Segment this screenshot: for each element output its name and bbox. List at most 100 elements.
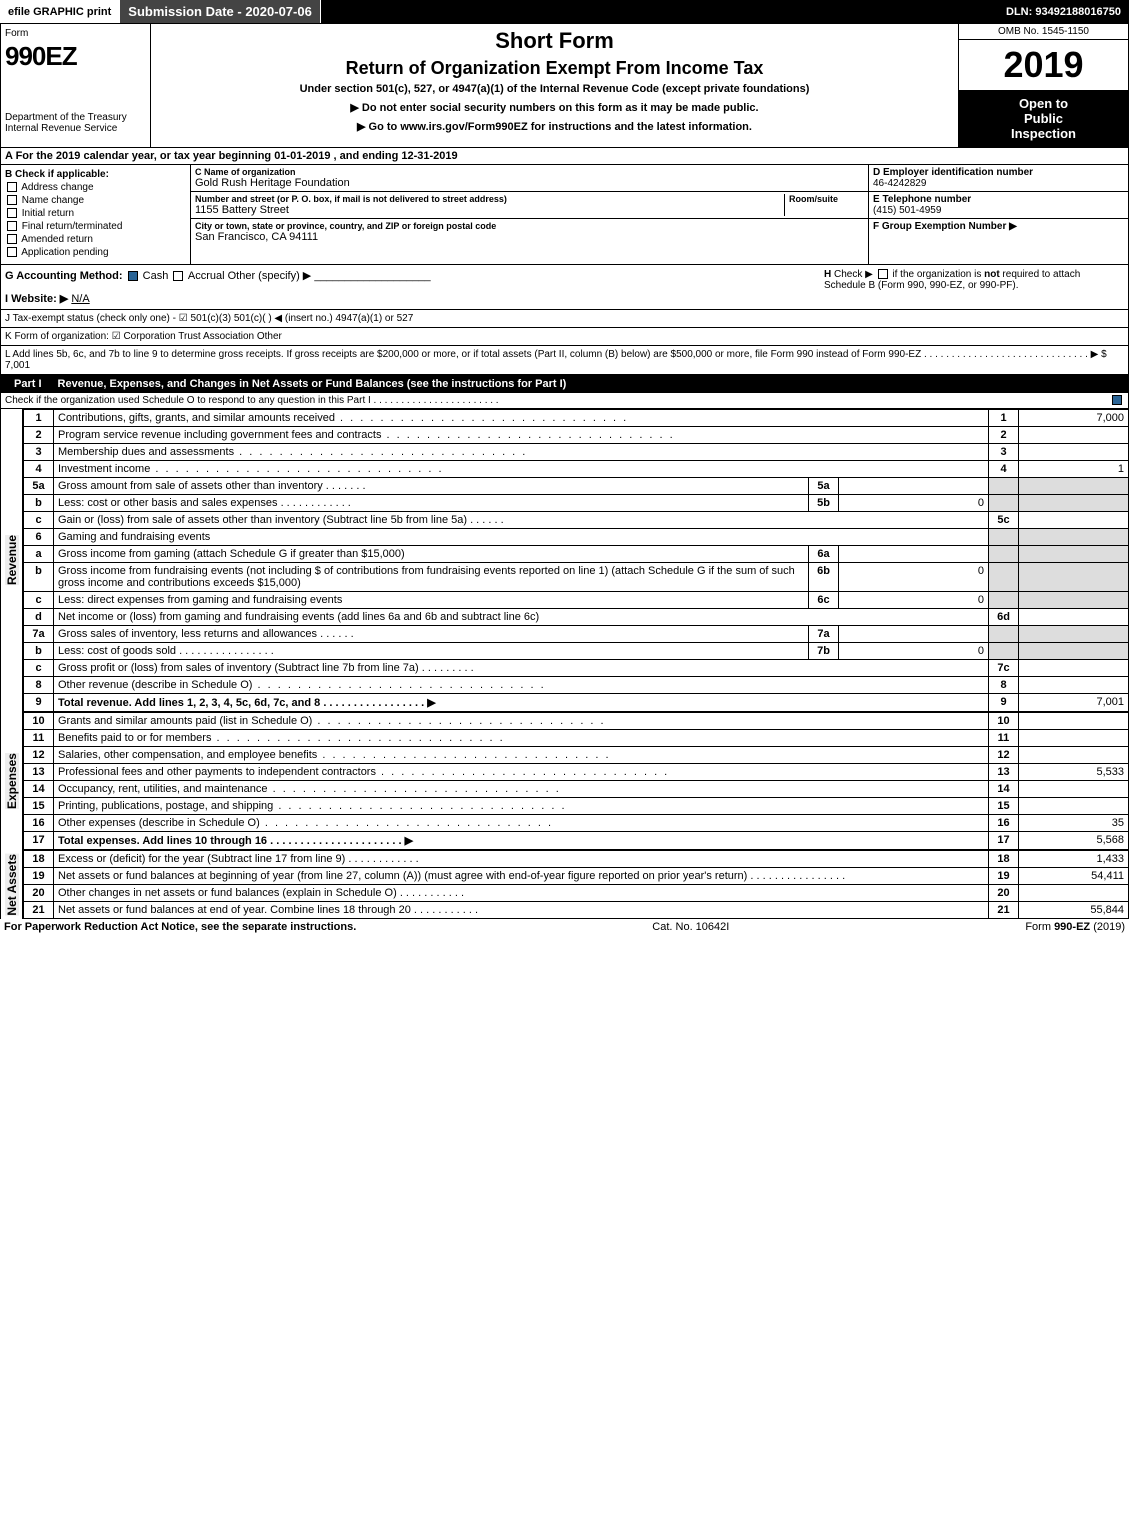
net-assets-tab: Net Assets — [1, 850, 23, 919]
line-13: 13Professional fees and other payments t… — [24, 764, 1129, 781]
line-15: 15Printing, publications, postage, and s… — [24, 798, 1129, 815]
submission-date: Submission Date - 2020-07-06 — [120, 0, 321, 23]
irs-label: Internal Revenue Service — [5, 123, 146, 134]
form-number: 990EZ — [5, 41, 146, 72]
group-exemption-block: F Group Exemption Number ▶ — [869, 219, 1128, 264]
line-k: K Form of organization: ☑ Corporation Tr… — [0, 328, 1129, 346]
dln-label: DLN: 93492188016750 — [998, 0, 1129, 23]
line-6c: cLess: direct expenses from gaming and f… — [24, 592, 1129, 609]
open-line2: Public — [963, 111, 1124, 126]
page-footer: For Paperwork Reduction Act Notice, see … — [0, 919, 1129, 935]
paperwork-notice: For Paperwork Reduction Act Notice, see … — [4, 921, 356, 933]
header-center: Short Form Return of Organization Exempt… — [151, 24, 958, 147]
line-6b: bGross income from fundraising events (n… — [24, 563, 1129, 592]
open-to-public: Open to Public Inspection — [959, 90, 1128, 147]
city-block: City or town, state or province, country… — [191, 219, 868, 245]
chk-accrual[interactable] — [173, 271, 183, 281]
form-word: Form — [5, 28, 146, 39]
open-line1: Open to — [963, 96, 1124, 111]
line-9: 9Total revenue. Add lines 1, 2, 3, 4, 5c… — [24, 694, 1129, 712]
phone-label: E Telephone number — [873, 194, 1124, 205]
line-7a: 7aGross sales of inventory, less returns… — [24, 626, 1129, 643]
col-def: D Employer identification number 46-4242… — [868, 165, 1128, 264]
line-5c: cGain or (loss) from sale of assets othe… — [24, 512, 1129, 529]
cash-label: Cash — [143, 270, 169, 282]
org-name-block: C Name of organization Gold Rush Heritag… — [191, 165, 868, 192]
catalog-number: Cat. No. 10642I — [356, 921, 1025, 933]
short-form-title: Short Form — [155, 28, 954, 54]
efile-label[interactable]: efile GRAPHIC print — [0, 0, 120, 23]
expenses-vert-label: Expenses — [5, 753, 19, 809]
line-6d: dNet income or (loss) from gaming and fu… — [24, 609, 1129, 626]
line-3: 3Membership dues and assessments3 — [24, 444, 1129, 461]
goto-link[interactable]: ▶ Go to www.irs.gov/Form990EZ for instru… — [155, 120, 954, 133]
chk-final-return-label: Final return/terminated — [22, 221, 123, 232]
chk-name-change[interactable]: Name change — [5, 195, 186, 206]
ein-value: 46-4242829 — [873, 178, 1124, 189]
chk-initial-return-label: Initial return — [22, 208, 74, 219]
part-1-title: Revenue, Expenses, and Changes in Net As… — [58, 378, 567, 390]
line-20: 20Other changes in net assets or fund ba… — [24, 885, 1129, 902]
chk-final-return[interactable]: Final return/terminated — [5, 221, 186, 232]
chk-application-pending[interactable]: Application pending — [5, 247, 186, 258]
row-ghi: G Accounting Method: Cash Accrual Other … — [0, 265, 1129, 310]
line-a-tax-year: A For the 2019 calendar year, or tax yea… — [0, 148, 1129, 165]
line-2: 2Program service revenue including gover… — [24, 427, 1129, 444]
city-label: City or town, state or province, country… — [195, 221, 864, 231]
street-label: Number and street (or P. O. box, if mail… — [195, 194, 784, 204]
chk-name-change-label: Name change — [22, 195, 84, 206]
room-label: Room/suite — [789, 194, 864, 204]
chk-address-change-label: Address change — [21, 182, 93, 193]
line-18: 18Excess or (deficit) for the year (Subt… — [24, 851, 1129, 868]
chk-cash[interactable] — [128, 271, 138, 281]
part-1-check-o: Check if the organization used Schedule … — [0, 393, 1129, 409]
chk-initial-return[interactable]: Initial return — [5, 208, 186, 219]
line-1: 1Contributions, gifts, grants, and simil… — [24, 410, 1129, 427]
line-6a: aGross income from gaming (attach Schedu… — [24, 546, 1129, 563]
line-12: 12Salaries, other compensation, and empl… — [24, 747, 1129, 764]
line-17: 17Total expenses. Add lines 10 through 1… — [24, 832, 1129, 850]
phone-value: (415) 501-4959 — [873, 205, 1124, 216]
line-g: G Accounting Method: Cash Accrual Other … — [5, 269, 824, 282]
line-10: 10Grants and similar amounts paid (list … — [24, 713, 1129, 730]
ein-block: D Employer identification number 46-4242… — [869, 165, 1128, 192]
chk-h-no-schedule-b[interactable] — [878, 269, 888, 279]
omb-number: OMB No. 1545-1150 — [959, 24, 1128, 40]
net-assets-vert-label: Net Assets — [5, 854, 19, 916]
line-5b: bLess: cost or other basis and sales exp… — [24, 495, 1129, 512]
line-16: 16Other expenses (describe in Schedule O… — [24, 815, 1129, 832]
g-label: G Accounting Method: — [5, 270, 123, 282]
return-title: Return of Organization Exempt From Incom… — [155, 58, 954, 79]
line-14: 14Occupancy, rent, utilities, and mainte… — [24, 781, 1129, 798]
part-1-label: Part I — [6, 378, 50, 390]
subtitle: Under section 501(c), 527, or 4947(a)(1)… — [155, 83, 954, 95]
line-8: 8Other revenue (describe in Schedule O)8 — [24, 677, 1129, 694]
other-label: Other (specify) ▶ — [228, 270, 312, 282]
revenue-table: 1Contributions, gifts, grants, and simil… — [23, 409, 1129, 712]
line-6: 6Gaming and fundraising events — [24, 529, 1129, 546]
top-bar: efile GRAPHIC print Submission Date - 20… — [0, 0, 1129, 23]
check-o-text: Check if the organization used Schedule … — [5, 395, 499, 406]
revenue-section: Revenue 1Contributions, gifts, grants, a… — [0, 409, 1129, 712]
org-name-label: C Name of organization — [195, 167, 864, 177]
line-7c: cGross profit or (loss) from sales of in… — [24, 660, 1129, 677]
entity-info-grid: B Check if applicable: Address change Na… — [0, 165, 1129, 265]
line-11: 11Benefits paid to or for members11 — [24, 730, 1129, 747]
chk-schedule-o[interactable] — [1112, 395, 1122, 405]
line-l: L Add lines 5b, 6c, and 7b to line 9 to … — [0, 346, 1129, 375]
open-line3: Inspection — [963, 126, 1124, 141]
col-b-title: B Check if applicable: — [5, 169, 186, 180]
city-value: San Francisco, CA 94111 — [195, 231, 864, 243]
expenses-tab: Expenses — [1, 712, 23, 850]
header-right: OMB No. 1545-1150 2019 Open to Public In… — [958, 24, 1128, 147]
line-5a: 5aGross amount from sale of assets other… — [24, 478, 1129, 495]
ssn-warning: ▶ Do not enter social security numbers o… — [155, 101, 954, 114]
net-assets-section: Net Assets 18Excess or (deficit) for the… — [0, 850, 1129, 919]
expenses-section: Expenses 10Grants and similar amounts pa… — [0, 712, 1129, 850]
chk-address-change[interactable]: Address change — [5, 182, 186, 193]
tax-year: 2019 — [959, 40, 1128, 90]
website-value: N/A — [71, 293, 89, 305]
chk-amended-return[interactable]: Amended return — [5, 234, 186, 245]
form-header: Form 990EZ Department of the Treasury In… — [0, 23, 1129, 148]
line-h: H Check ▶ if the organization is not req… — [824, 269, 1124, 305]
